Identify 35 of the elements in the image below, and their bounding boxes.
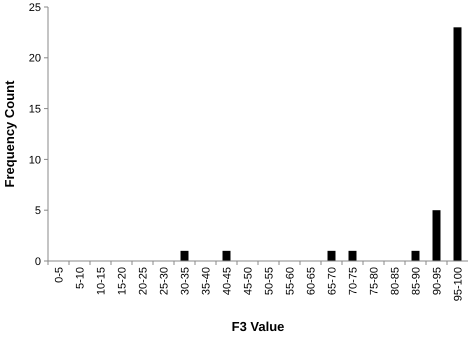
x-axis-title: F3 Value [232, 319, 284, 334]
x-tick-label: 75-80 [368, 267, 380, 296]
y-tick-label: 25 [28, 2, 41, 14]
bar [432, 210, 440, 261]
x-tick-label: 10-15 [95, 267, 108, 296]
x-tick-label: 80-85 [389, 267, 402, 296]
x-tick-label: 30-35 [179, 267, 192, 296]
y-tick-label: 5 [34, 205, 41, 218]
x-tick-label: 60-65 [305, 267, 318, 296]
y-tick-label: 20 [28, 52, 41, 65]
x-tick-label: 65-70 [326, 267, 338, 296]
x-tick-label: 50-55 [263, 267, 276, 296]
x-tick-label: 0-5 [53, 267, 66, 283]
bar [222, 250, 230, 261]
bar [328, 250, 336, 261]
y-axis-title: Frequency Count [2, 80, 17, 188]
x-tick-label: 15-20 [116, 267, 128, 296]
x-tick-label: 45-50 [242, 267, 254, 296]
x-tick-label: 5-10 [74, 267, 86, 290]
bar [180, 250, 188, 261]
bar [348, 250, 356, 261]
bar [454, 27, 462, 261]
x-tick-label: 40-45 [221, 267, 234, 296]
x-tick-label: 95-100 [452, 267, 464, 302]
x-tick-label: 55-60 [284, 267, 296, 296]
x-tick-label: 70-75 [347, 267, 360, 296]
y-tick-label: 10 [28, 154, 41, 166]
x-tick-label: 90-95 [431, 267, 444, 296]
x-tick-label: 20-25 [137, 267, 150, 296]
y-tick-label: 0 [34, 256, 41, 268]
x-tick-label: 25-30 [158, 267, 170, 296]
x-tick-label: 85-90 [410, 267, 422, 296]
bar [412, 250, 420, 261]
y-tick-label: 15 [28, 103, 41, 116]
x-tick-label: 35-40 [200, 267, 212, 296]
